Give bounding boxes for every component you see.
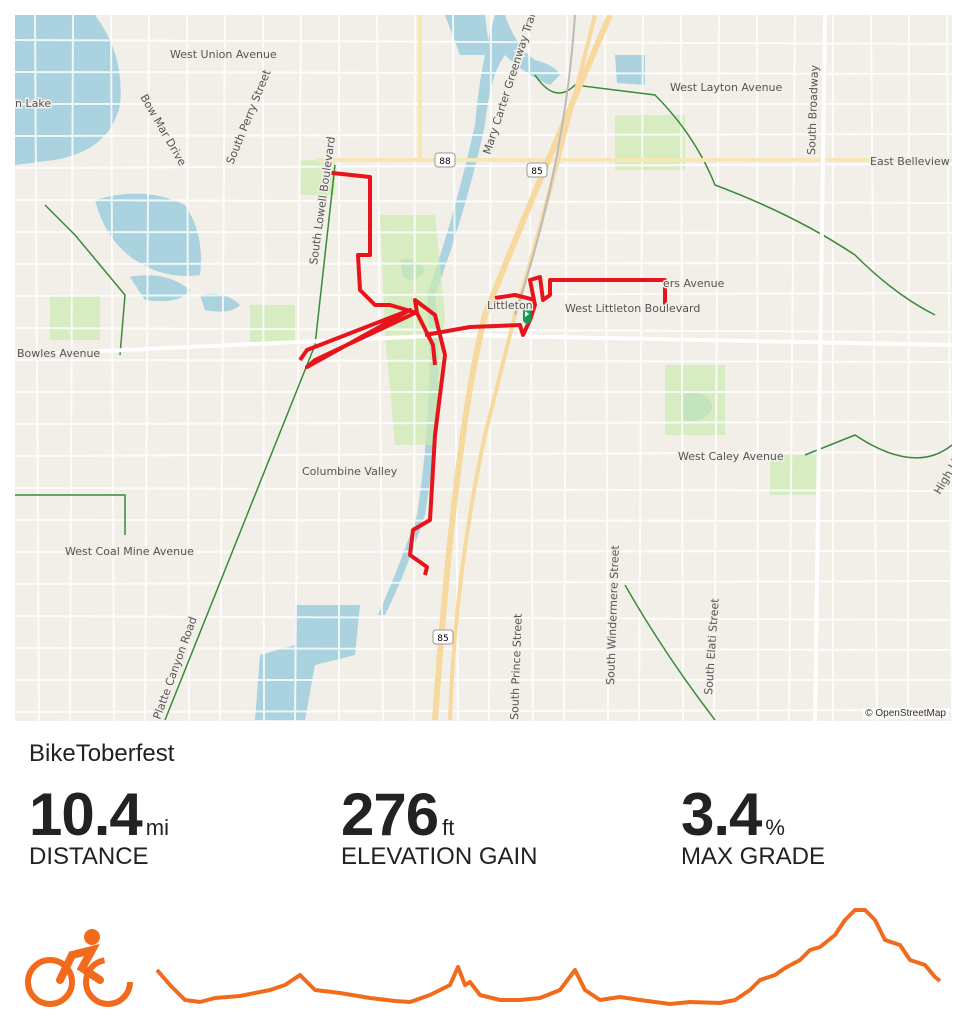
stat-unit: ft — [442, 815, 455, 840]
stat-distance: 10.4 mi DISTANCE — [29, 780, 169, 871]
map-attribution[interactable]: © OpenStreetMap — [862, 708, 949, 719]
stat-unit: mi — [145, 815, 169, 840]
stat-value: 276 — [341, 781, 439, 848]
svg-text:South Prince Street: South Prince Street — [508, 613, 525, 720]
stat-label: MAX GRADE — [681, 843, 826, 870]
stat-elevation-gain: 276 ft ELEVATION GAIN — [341, 780, 538, 871]
svg-text:Platte Canyon Road: Platte Canyon Road — [151, 615, 200, 721]
route-map[interactable]: 88 85 85 West Union Avenue Bow Mar Drive… — [15, 15, 952, 721]
route-shields: 88 85 85 — [432, 152, 548, 645]
svg-text:Bowles Avenue: Bowles Avenue — [17, 347, 100, 360]
stat-value: 10.4 — [29, 781, 143, 848]
svg-text:South Perry Street: South Perry Street — [224, 67, 274, 166]
svg-text:East Belleview: East Belleview — [870, 155, 950, 168]
route-line — [298, 170, 667, 576]
trails — [15, 74, 952, 721]
svg-text:West Littleton Boulevard: West Littleton Boulevard — [565, 302, 700, 315]
stat-max-grade: 3.4% MAX GRADE — [681, 780, 825, 871]
stat-label: ELEVATION GAIN — [341, 843, 538, 870]
svg-text:85: 85 — [531, 167, 542, 177]
major-roads — [15, 15, 952, 721]
cyclist-icon — [25, 929, 133, 1007]
svg-text:South Broadway: South Broadway — [805, 64, 821, 155]
activity-title: BikeToberfest — [29, 740, 175, 767]
svg-text:West Union Avenue: West Union Avenue — [170, 48, 277, 61]
svg-text:West Caley Avenue: West Caley Avenue — [678, 450, 784, 463]
svg-text:n Lake: n Lake — [15, 97, 51, 110]
svg-text:85: 85 — [437, 634, 448, 644]
elevation-profile — [25, 908, 942, 1007]
map-canvas: 88 85 85 West Union Avenue Bow Mar Drive… — [15, 15, 952, 721]
svg-text:West Layton Avenue: West Layton Avenue — [670, 81, 783, 94]
start-marker-icon[interactable] — [523, 307, 531, 325]
streets — [15, 15, 952, 721]
svg-text:Littleton: Littleton — [487, 299, 533, 312]
elevation-line — [155, 908, 942, 1006]
svg-text:South Windermere Street: South Windermere Street — [604, 544, 622, 685]
svg-text:ers Avenue: ers Avenue — [663, 277, 725, 290]
stat-unit: % — [765, 815, 785, 840]
stat-value: 3.4 — [681, 781, 762, 848]
svg-text:West Coal Mine Avenue: West Coal Mine Avenue — [65, 545, 194, 558]
stat-label: DISTANCE — [29, 843, 149, 870]
svg-text:Columbine Valley: Columbine Valley — [302, 465, 398, 478]
svg-text:High Line Canal: High Line Canal — [931, 415, 952, 496]
svg-text:88: 88 — [439, 157, 451, 167]
